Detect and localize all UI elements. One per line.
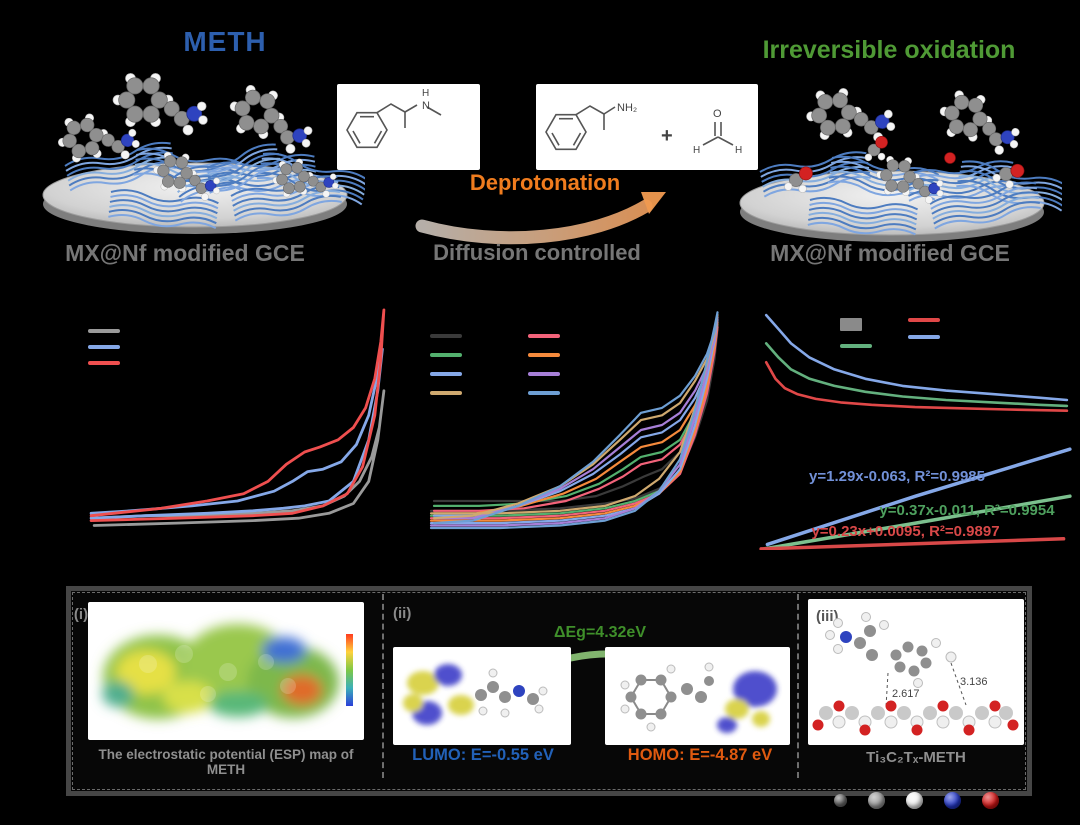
esp-surface [102, 624, 339, 719]
legend-swatch [88, 345, 120, 349]
calibration-eq-red: y=0.23x+0.0095, R²=0.9897 [811, 523, 1000, 540]
arrowhead [641, 192, 666, 214]
legend-swatch [528, 391, 560, 395]
nh2-label: NH₂ [617, 102, 637, 114]
products-skeletal-structure: NH₂ + O H H [545, 102, 742, 156]
o-atom-label: O [713, 108, 722, 120]
homo-caption: HOMO: E=-4.87 eV [627, 746, 773, 764]
legend-swatch [908, 335, 940, 339]
amperometry-chart-legend [840, 318, 940, 348]
h-left-label: H [693, 145, 700, 156]
calibration-chart [758, 438, 1073, 550]
legend-swatch [840, 344, 872, 348]
atom-ball [906, 792, 923, 809]
calibration-eq-green: y=0.37x-0.011, R²=0.9954 [879, 502, 1055, 519]
meth-molecule [825, 612, 957, 688]
reaction-arrow [415, 192, 666, 245]
meth-skeletal-structure: N H [346, 88, 442, 149]
h-right-label: H [735, 145, 742, 156]
legend-swatch [430, 334, 462, 338]
atom-ball [944, 792, 961, 809]
meth-title: METH [183, 26, 267, 57]
panel-divider-1 [382, 594, 384, 778]
atom-ball [982, 792, 999, 809]
legend-swatch [88, 329, 120, 333]
oxidation-title: Irreversible oxidation [762, 36, 1016, 64]
panel-iii-label: (iii) [816, 608, 839, 625]
distance-1: 2.617 [892, 688, 920, 700]
products-formula-box: NH₂ + O H H [536, 84, 758, 170]
atom-color-legend [834, 792, 999, 809]
calibration-eq-blue: y=1.29x-0.063, R²=0.9985 [809, 468, 985, 485]
cv-chart-legend [88, 329, 120, 365]
deprotonation-label: Deprotonation [469, 170, 621, 195]
legend-swatch [528, 334, 560, 338]
lumo-image [393, 647, 571, 745]
n-atom-label: N [422, 100, 430, 112]
atom-ball [834, 794, 847, 807]
left-electrode-caption: MX@Nf modified GCE [65, 240, 305, 266]
scanrate-chart [425, 305, 725, 550]
legend-swatch [430, 353, 462, 357]
lumo-orbital [403, 664, 548, 725]
amperometry-chart [760, 308, 1070, 426]
adsorption-model: (iii) 2.617 [812, 608, 1019, 736]
legend-swatch [88, 361, 120, 365]
right-electrode-caption: MX@Nf modified GCE [770, 240, 1010, 266]
homo-orbital [620, 662, 777, 733]
legend-swatch [430, 372, 462, 376]
diffusion-label: Diffusion controlled [433, 240, 641, 265]
panel-i-caption: The electrostatic potential (ESP) map of… [98, 747, 354, 777]
lumo-caption: LUMO: E=-0.55 eV [412, 746, 554, 764]
right-electrode-illustration [739, 83, 1062, 242]
homo-image [605, 647, 790, 745]
plus-sign: + [661, 125, 673, 147]
left-electrode-illustration [42, 73, 365, 234]
panel-iii-caption: Ti₃C₂Tₓ-METH [866, 749, 966, 766]
panel-ii-label: (ii) [393, 605, 412, 622]
atom-ball [868, 792, 885, 809]
distance-2: 3.136 [960, 676, 988, 688]
h-atom-label: H [422, 88, 429, 99]
cv-chart [85, 305, 390, 550]
panel-i-label: (i) [73, 606, 89, 623]
esp-map-image [88, 602, 364, 740]
scanrate-chart-legend [430, 334, 560, 395]
meth-formula-box: N H [337, 84, 480, 170]
legend-swatch [840, 318, 862, 331]
legend-swatch [430, 391, 462, 395]
adsorption-image: (iii) 2.617 [808, 599, 1024, 745]
energy-gap-label: ΔEg=4.32eV [554, 624, 646, 641]
legend-swatch [528, 372, 560, 376]
legend-swatch [908, 318, 940, 322]
esp-colorbar [346, 634, 353, 706]
mxene-slab [812, 700, 1019, 736]
panel-divider-2 [797, 594, 799, 778]
oxidized-molecules [784, 83, 1027, 205]
legend-swatch [528, 353, 560, 357]
